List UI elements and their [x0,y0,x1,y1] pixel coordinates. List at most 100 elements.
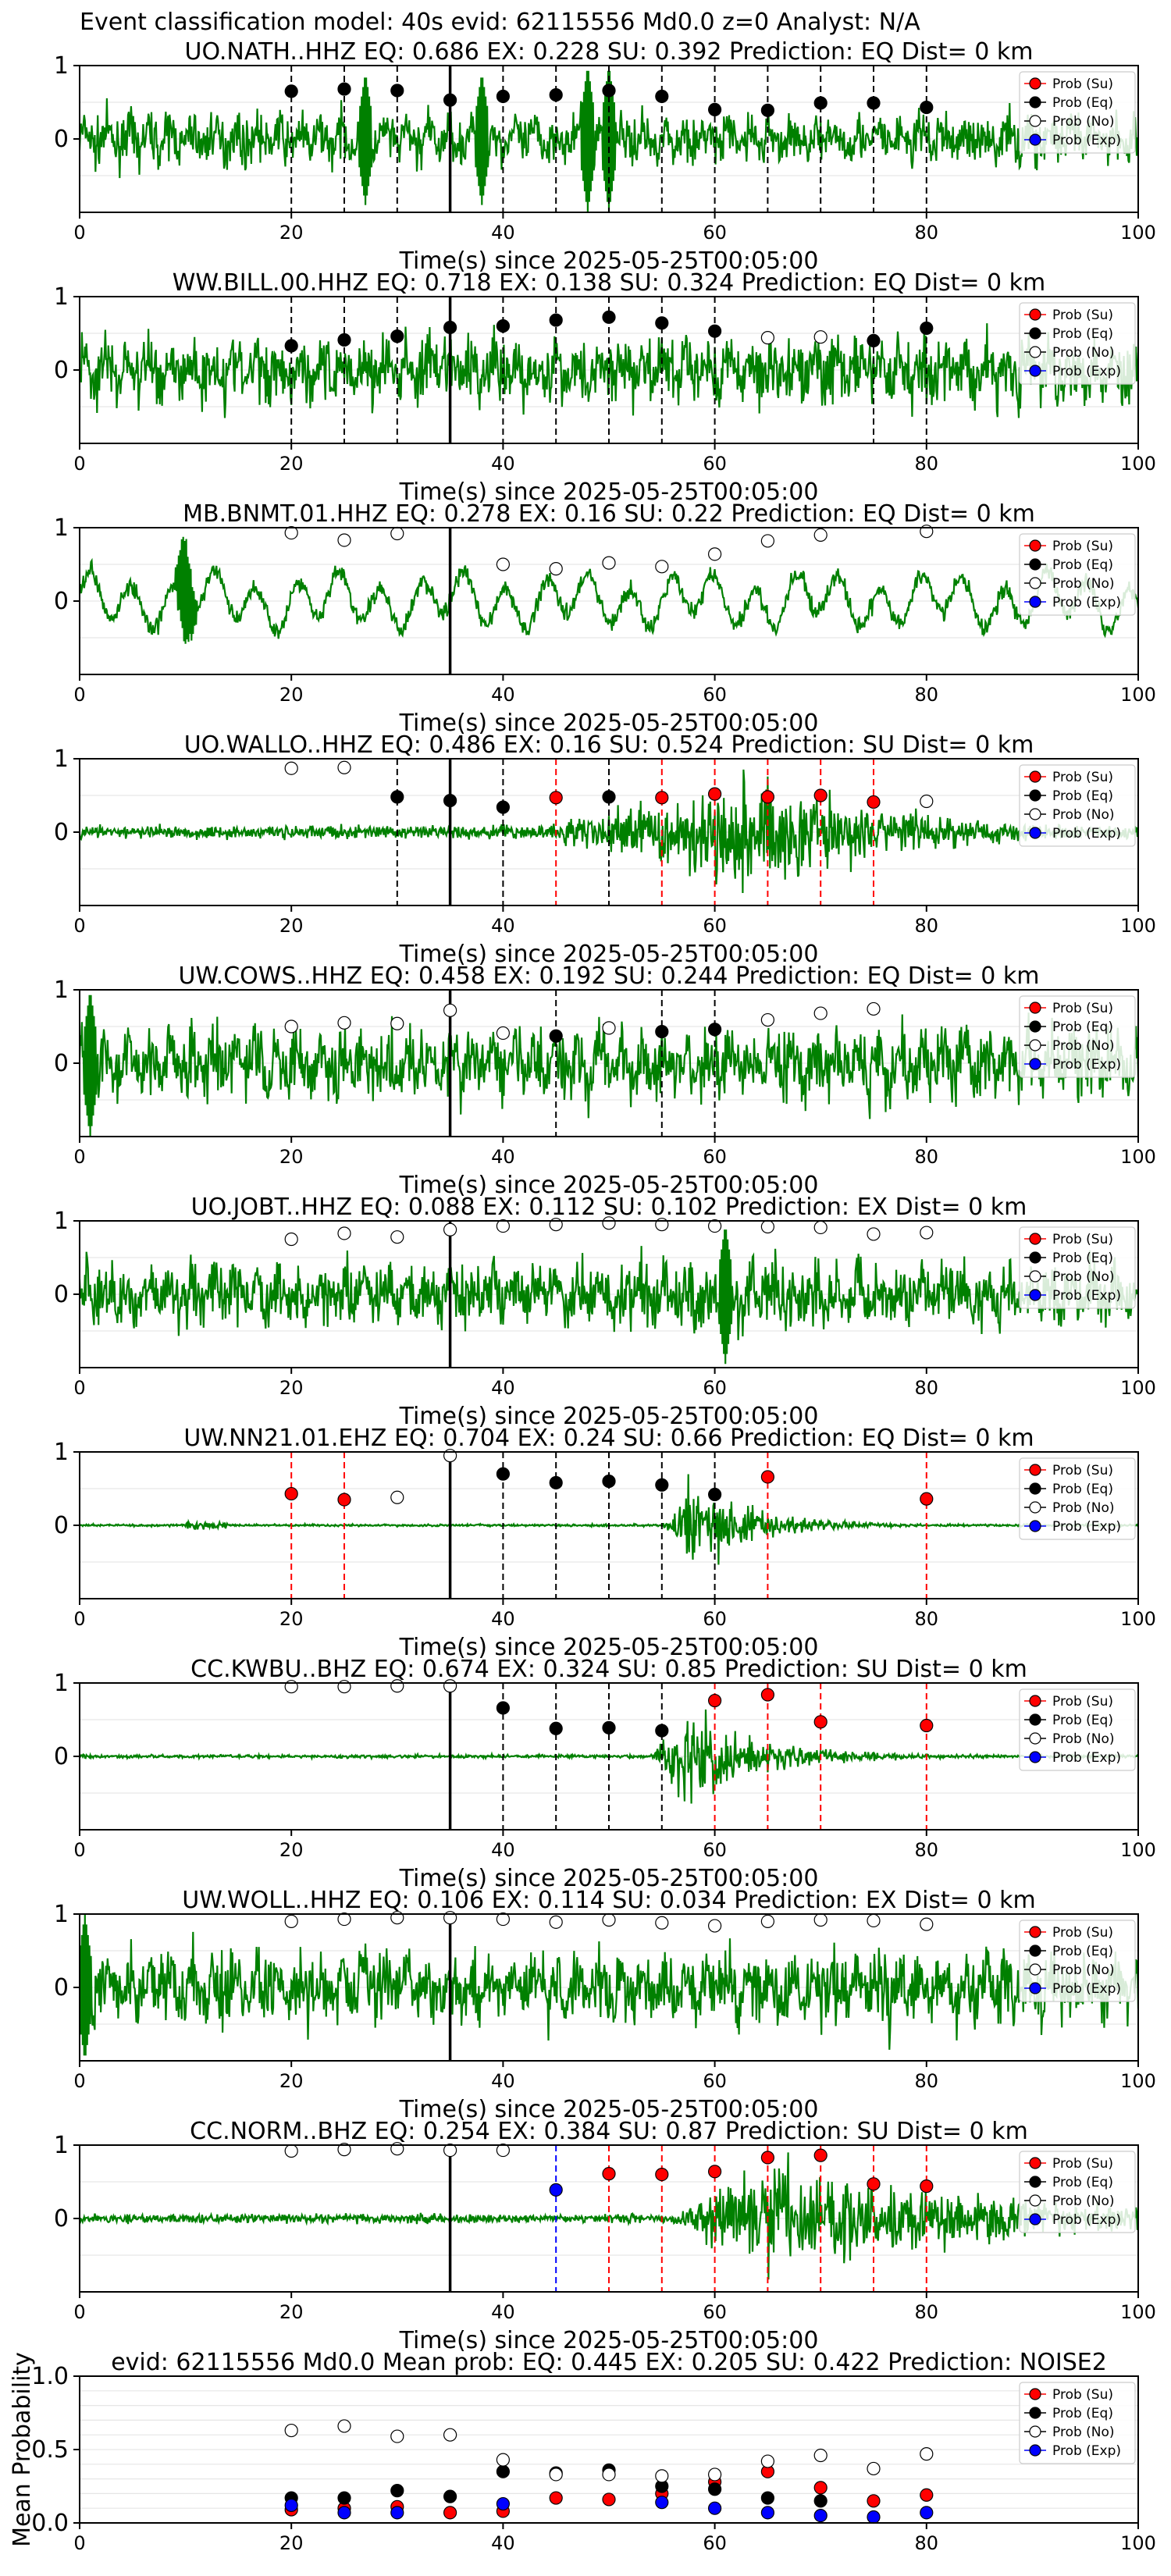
prob-point-su [760,790,775,804]
legend-marker-eq [1029,558,1041,571]
legend-marker-eq [1029,1482,1041,1495]
prob-point-no [390,1016,404,1030]
legend-marker-su [1029,1233,1041,1245]
mean-prob-point-exp [707,2501,722,2515]
prob-point-eq [707,324,722,338]
legend-label-eq: Prob (Eq) [1052,2175,1113,2190]
x-tick-label: 0 [73,453,85,475]
legend-marker-exp [1029,133,1041,146]
prob-point-no [867,1002,881,1016]
mean-prob-point-no [284,2423,298,2438]
mean-prob-point-eq [707,2482,722,2496]
x-tick-label: 0 [73,1377,85,1399]
y-tick-label: 0 [54,819,69,846]
legend-marker-su [1029,1926,1041,1938]
mean-prob-point-exp [337,2506,351,2520]
mean-prob-point-no [920,2447,934,2461]
x-tick-label: 80 [915,2532,939,2554]
y-tick-label: 1 [54,514,69,542]
mean-prob-point-no [707,2467,722,2482]
x-axis-label: Time(s) since 2025-05-25T00:05:00 [399,941,819,968]
x-tick-label: 0 [73,1608,85,1630]
prob-point-su [707,2165,722,2179]
prob-point-no [337,1912,351,1927]
x-tick-label: 60 [703,222,727,244]
x-tick-label: 60 [703,915,727,937]
prob-point-no [602,1912,616,1927]
legend-marker-no [1029,1732,1041,1745]
x-tick-label: 20 [279,222,304,244]
y-tick-label: 1 [54,52,69,80]
panel-title: UW.WOLL..HHZ EQ: 0.106 EX: 0.114 SU: 0.0… [182,1887,1035,1914]
legend-marker-exp [1029,596,1041,608]
prob-point-su [867,795,881,809]
waveform-trace [80,536,1138,644]
legend-marker-no [1029,1963,1041,1976]
x-tick-label: 40 [491,915,515,937]
prob-point-eq [602,790,616,804]
prob-point-no [707,1919,722,1933]
prob-point-no [760,1012,775,1027]
prob-point-no [760,534,775,548]
prob-point-no [284,1914,298,1928]
prob-point-eq [284,339,298,353]
prob-point-no [337,2143,351,2157]
legend: Prob (Su) Prob (Eq) Prob (No) Prob (Exp) [1019,1920,1136,2002]
prob-point-no [760,1219,775,1234]
x-tick-label: 100 [1120,222,1156,244]
legend-label-su: Prob (Su) [1052,1232,1113,1247]
x-tick-label: 0 [73,2070,85,2092]
panel-10: CC.NORM..BHZ EQ: 0.254 EX: 0.384 SU: 0.8… [54,2118,1156,2354]
x-tick-label: 40 [491,2301,515,2323]
prob-point-no [920,1917,934,1931]
prob-point-no [813,330,828,344]
legend-marker-exp [1029,1058,1041,1070]
y-tick-label: 0 [54,1512,69,1539]
legend: Prob (Su) Prob (Eq) Prob (No) Prob (Exp) [1019,302,1136,385]
prob-point-eq [549,1475,563,1490]
mean-prob-point-eq [443,2489,457,2503]
legend-marker-no [1029,1270,1041,1283]
x-tick-label: 80 [915,453,939,475]
legend-marker-no [1029,1501,1041,1514]
prob-point-no [549,1915,563,1929]
mean-prob-point-no [655,2469,669,2483]
prob-point-no [284,525,298,540]
prob-point-no [813,1006,828,1020]
x-tick-label: 100 [1120,1839,1156,1861]
prob-point-eq [602,1720,616,1735]
x-tick-label: 0 [73,1839,85,1861]
y-tick-label: 1 [54,1670,69,1697]
legend-label-eq: Prob (Eq) [1052,788,1113,804]
figure-title: Event classification model: 40s evid: 62… [80,9,920,36]
prob-point-su [707,1693,722,1708]
legend-label-exp: Prob (Exp) [1052,1519,1121,1535]
panel-4: UO.WALLO..HHZ EQ: 0.486 EX: 0.16 SU: 0.5… [54,731,1156,968]
prob-point-eq [655,316,669,330]
legend-marker-exp [1029,1751,1041,1763]
panel-title: evid: 62115556 Md0.0 Mean prob: EQ: 0.44… [111,2349,1107,2376]
legend-label-eq: Prob (Eq) [1052,2406,1113,2421]
prob-point-su [549,791,563,805]
legend-label-su: Prob (Su) [1052,770,1113,785]
legend-marker-su [1029,308,1041,321]
prob-point-no [390,1490,404,1504]
y-tick-label: 0 [54,1281,69,1308]
legend: Prob (Su) Prob (Eq) Prob (No) Prob (Exp) [1019,1457,1136,1540]
prob-point-no [760,1914,775,1928]
legend-box [1019,533,1136,616]
y-axis-label: Mean Probability [9,2352,36,2547]
prob-point-no [284,761,298,775]
mean-prob-point-no [760,2454,775,2468]
prob-point-no [390,1679,404,1693]
mean-prob-point-su [549,2491,563,2505]
legend-label-no: Prob (No) [1052,1038,1115,1054]
prob-point-su [813,2148,828,2162]
legend: Prob (Su) Prob (Eq) Prob (No) Prob (Exp) [1019,71,1136,154]
y-tick-label: 1.0 [31,2363,69,2390]
mean-prob-point-no [496,2453,511,2467]
panel-8: CC.KWBU..BHZ EQ: 0.674 EX: 0.324 SU: 0.8… [54,1656,1156,1892]
y-tick-label: 1 [54,2132,69,2159]
x-axis-label: Time(s) since 2025-05-25T00:05:00 [399,1634,819,1661]
